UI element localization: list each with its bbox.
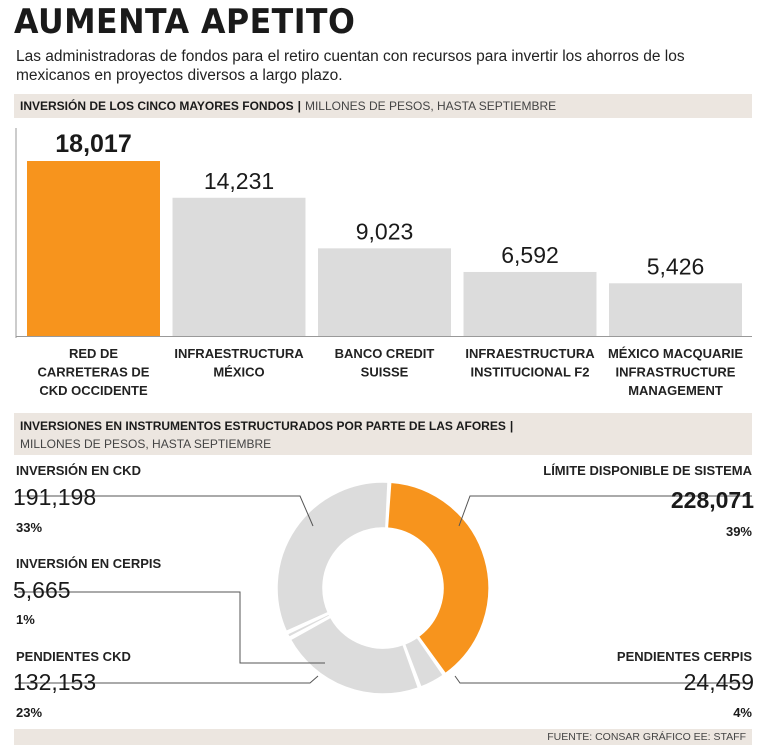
bar-value-label: 5,426 — [647, 253, 705, 279]
bar-value-label: 18,017 — [55, 130, 131, 158]
donut-chart — [18, 481, 752, 695]
category-label: BANCO CREDIT — [335, 346, 435, 361]
category-label: INFRASTRUCTURE — [616, 365, 736, 380]
value-pendientes-ckd: 132,153 — [13, 669, 97, 695]
value-limite-disponible: 228,071 — [670, 487, 754, 513]
donut-slice — [403, 636, 445, 688]
bar-chart: 18,017 RED DE CARRETERAS DE CKD OCCIDENTE 14… — [15, 128, 752, 398]
value-inversion-cerpis: 5,665 — [13, 577, 71, 603]
value-pendientes-cerpis: 24,459 — [683, 669, 754, 695]
pct-inversion-cerpis: 1% — [16, 612, 35, 627]
bar — [27, 161, 160, 336]
donut-slice — [286, 612, 331, 639]
label-limite-disponible: LÍMITE DISPONIBLE DE SISTEMA — [543, 463, 752, 478]
bar-value-label: 14,231 — [204, 168, 274, 194]
category-label: MANAGEMENT — [628, 383, 723, 398]
source-note: FUENTE: CONSAR GRÁFICO EE: STAFF — [14, 729, 752, 745]
leader-line — [458, 495, 752, 527]
category-label: INFRAESTRUCTURA — [174, 346, 304, 361]
label-inversion-cerpis: INVERSIÓN EN CERPIS — [16, 556, 162, 571]
pct-limite-disponible: 39% — [725, 524, 752, 539]
donut-chart-units: MILLONES DE PESOS, HASTA SEPTIEMBRE — [20, 437, 272, 451]
leader-line — [18, 495, 314, 527]
leader-line — [454, 675, 752, 684]
leader-line — [18, 591, 325, 664]
bar-chart-title: INVERSIÓN DE LOS CINCO MAYORES FONDOS — [20, 99, 294, 113]
bar — [172, 197, 306, 336]
label-inversion-ckd: INVERSIÓN EN CKD — [16, 463, 141, 478]
pct-pendientes-ckd: 23% — [16, 705, 43, 720]
bar — [318, 248, 451, 336]
bar — [463, 271, 597, 336]
leader-line — [18, 675, 319, 684]
bar — [609, 283, 742, 336]
label-pendientes-ckd: PENDIENTES CKD — [16, 649, 131, 664]
bar-chart-units: MILLONES DE PESOS, HASTA SEPTIEMBRE — [304, 99, 557, 113]
category-label: MÉXICO — [213, 365, 264, 380]
header-separator: | — [297, 99, 301, 113]
bar-chart-header: INVERSIÓN DE LOS CINCO MAYORES FONDOS | MI… — [14, 94, 752, 118]
category-label: SUISSE — [361, 365, 409, 380]
category-label: CARRETERAS DE — [38, 365, 150, 380]
donut-slice — [276, 481, 389, 633]
category-label: CKD OCCIDENTE — [39, 383, 148, 398]
header-separator: | — [509, 419, 514, 433]
value-inversion-ckd: 191,198 — [13, 484, 97, 510]
donut-chart-header: INVERSIONES EN INSTRUMENTOS ESTRUCTURADO… — [14, 413, 752, 455]
page-title: AUMENTA APETITO — [14, 2, 356, 42]
bar-value-label: 6,592 — [501, 242, 559, 268]
donut-slice — [289, 616, 420, 695]
donut-slice — [386, 481, 490, 675]
subtitle: Las administradoras de fondos para el re… — [16, 48, 685, 84]
pct-pendientes-cerpis: 4% — [733, 705, 752, 720]
category-label: INSTITUCIONAL F2 — [471, 365, 590, 380]
category-label: RED DE — [69, 346, 118, 361]
pct-inversion-ckd: 33% — [16, 520, 43, 535]
donut-chart-title: INVERSIONES EN INSTRUMENTOS ESTRUCTURADO… — [20, 419, 506, 433]
bar-value-label: 9,023 — [356, 218, 414, 244]
label-pendientes-cerpis: PENDIENTES CERPIS — [616, 649, 752, 664]
category-label: MÉXICO MACQUARIE — [608, 346, 743, 361]
category-label: INFRAESTRUCTURA — [465, 346, 595, 361]
